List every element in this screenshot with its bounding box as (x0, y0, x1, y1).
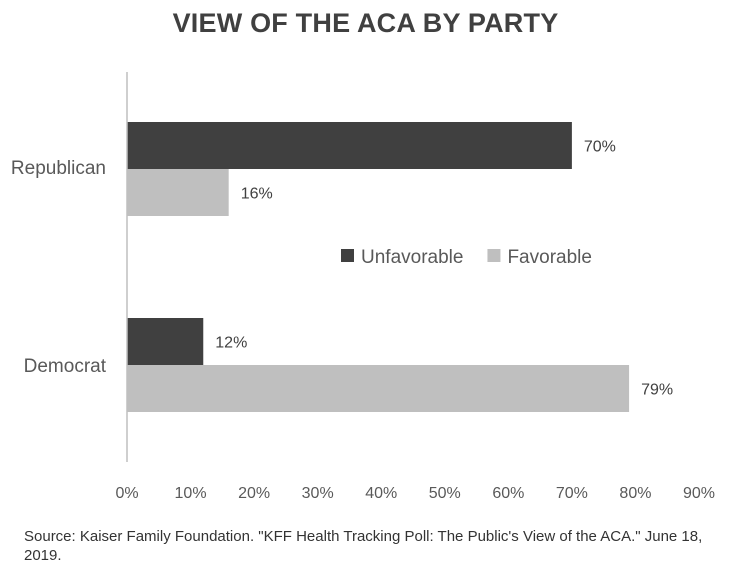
x-axis-ticks: 0% 10% 20% 30% 40% 50% 60% 70% 80% 90% (115, 485, 715, 502)
data-label-republican-favorable: 16% (241, 186, 273, 203)
legend-swatch-unfavorable (341, 249, 354, 262)
x-tick-label: 60% (492, 485, 524, 502)
bars-layer (127, 122, 630, 412)
category-label-republican: Republican (11, 158, 106, 179)
x-tick-label: 0% (115, 485, 138, 502)
legend-swatch-favorable (487, 249, 501, 262)
x-tick-label: 80% (619, 485, 651, 502)
chart-title: VIEW OF THE ACA BY PARTY (172, 8, 559, 38)
x-tick-label: 50% (429, 485, 461, 502)
bar-democrat-unfavorable (127, 318, 204, 365)
bar-republican-unfavorable (127, 122, 572, 169)
x-tick-label: 90% (683, 485, 715, 502)
data-label-republican-unfavorable: 70% (584, 139, 616, 156)
category-labels: Republican Democrat (11, 158, 107, 377)
x-tick-label: 30% (302, 485, 334, 502)
bar-democrat-favorable (127, 365, 630, 412)
legend-label-favorable: Favorable (507, 247, 592, 268)
x-tick-label: 70% (556, 485, 588, 502)
data-label-democrat-unfavorable: 12% (215, 335, 247, 352)
data-label-democrat-favorable: 79% (641, 382, 673, 399)
data-labels: 70% 16% 12% 79% (215, 139, 673, 399)
legend-label-unfavorable: Unfavorable (361, 247, 463, 268)
x-tick-label: 20% (238, 485, 270, 502)
source-note: Source: Kaiser Family Foundation. "KFF H… (24, 528, 703, 564)
x-tick-label: 40% (365, 485, 397, 502)
legend: Unfavorable Favorable (341, 247, 592, 268)
category-label-democrat: Democrat (24, 356, 107, 377)
x-tick-label: 10% (175, 485, 207, 502)
bar-republican-favorable (127, 169, 229, 216)
